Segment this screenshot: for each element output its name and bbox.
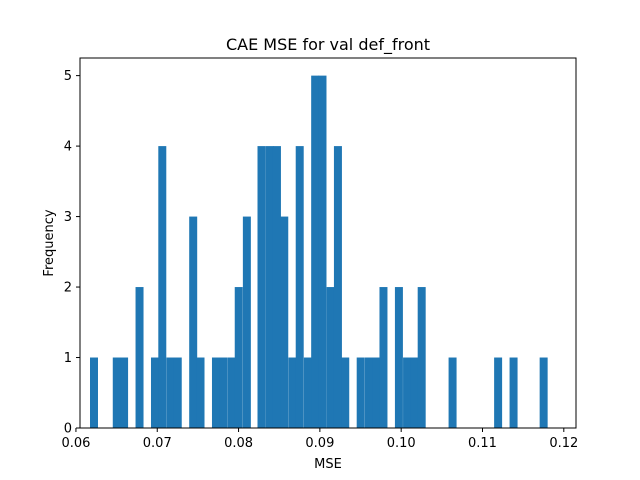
histogram-bar-25 [333, 146, 342, 428]
histogram-bar-4 [150, 357, 159, 428]
histogram-bar-14 [242, 216, 251, 428]
histogram-bars [90, 75, 548, 429]
histogram-bar-3 [135, 287, 144, 428]
histogram-bar-22 [311, 75, 320, 429]
histogram-bar-27 [356, 357, 365, 428]
histogram-bar-17 [272, 146, 281, 428]
histogram-bar-36 [494, 357, 503, 428]
x-tick-label: 0.12 [549, 436, 578, 451]
histogram-bar-29 [372, 357, 381, 428]
y-axis-ticks: 0 1 2 3 4 5 [64, 69, 80, 437]
x-tick-label: 0.08 [224, 436, 253, 451]
histogram-bar-12 [227, 357, 236, 428]
histogram-bar-11 [219, 357, 228, 428]
histogram-bar-30 [379, 287, 388, 428]
histogram-bar-7 [173, 357, 182, 428]
y-tick-label: 1 [64, 351, 72, 366]
x-tick-label: 0.10 [387, 436, 416, 451]
y-axis-label: Frequency [42, 209, 57, 276]
histogram-bar-35 [448, 357, 457, 428]
histogram-bar-9 [196, 357, 205, 428]
histogram-bar-2 [120, 357, 129, 428]
x-tick-label: 0.09 [305, 436, 334, 451]
histogram-bar-34 [417, 287, 426, 428]
histogram-bar-24 [326, 287, 335, 428]
histogram-bar-0 [90, 357, 98, 428]
histogram-bar-10 [211, 357, 220, 428]
histogram-bar-38 [539, 357, 548, 428]
x-tick-label: 0.11 [468, 436, 497, 451]
histogram-bar-37 [509, 357, 518, 428]
histogram-bar-6 [166, 357, 175, 428]
x-tick-label: 0.07 [143, 436, 172, 451]
histogram-bar-13 [234, 287, 243, 428]
histogram-bar-19 [288, 357, 297, 428]
histogram-bar-18 [280, 216, 289, 428]
plot-area-frame [79, 57, 577, 429]
x-axis-ticks: 0.06 0.07 0.08 0.09 0.10 0.11 0.12 [61, 428, 578, 451]
y-tick-label: 0 [64, 422, 72, 437]
chart-title: CAE MSE for val def_front [226, 35, 430, 55]
histogram-bar-32 [403, 357, 412, 428]
y-tick-label: 5 [64, 69, 72, 84]
y-tick-label: 2 [64, 281, 72, 296]
histogram-bar-26 [341, 357, 350, 428]
histogram-bar-8 [189, 216, 198, 428]
histogram-bar-5 [158, 146, 167, 428]
histogram-bar-1 [112, 357, 121, 428]
histogram-bar-33 [410, 357, 419, 428]
histogram-bar-31 [394, 287, 403, 428]
histogram-bar-21 [303, 357, 312, 428]
x-axis-label: MSE [314, 457, 342, 472]
histogram-bar-28 [364, 357, 373, 428]
histogram-bar-16 [265, 146, 274, 428]
y-tick-label: 4 [64, 140, 72, 155]
x-tick-label: 0.06 [61, 436, 90, 451]
histogram-bar-15 [257, 146, 266, 428]
histogram-bar-20 [295, 146, 304, 428]
y-tick-label: 3 [64, 210, 72, 225]
histogram-bar-23 [318, 75, 327, 429]
